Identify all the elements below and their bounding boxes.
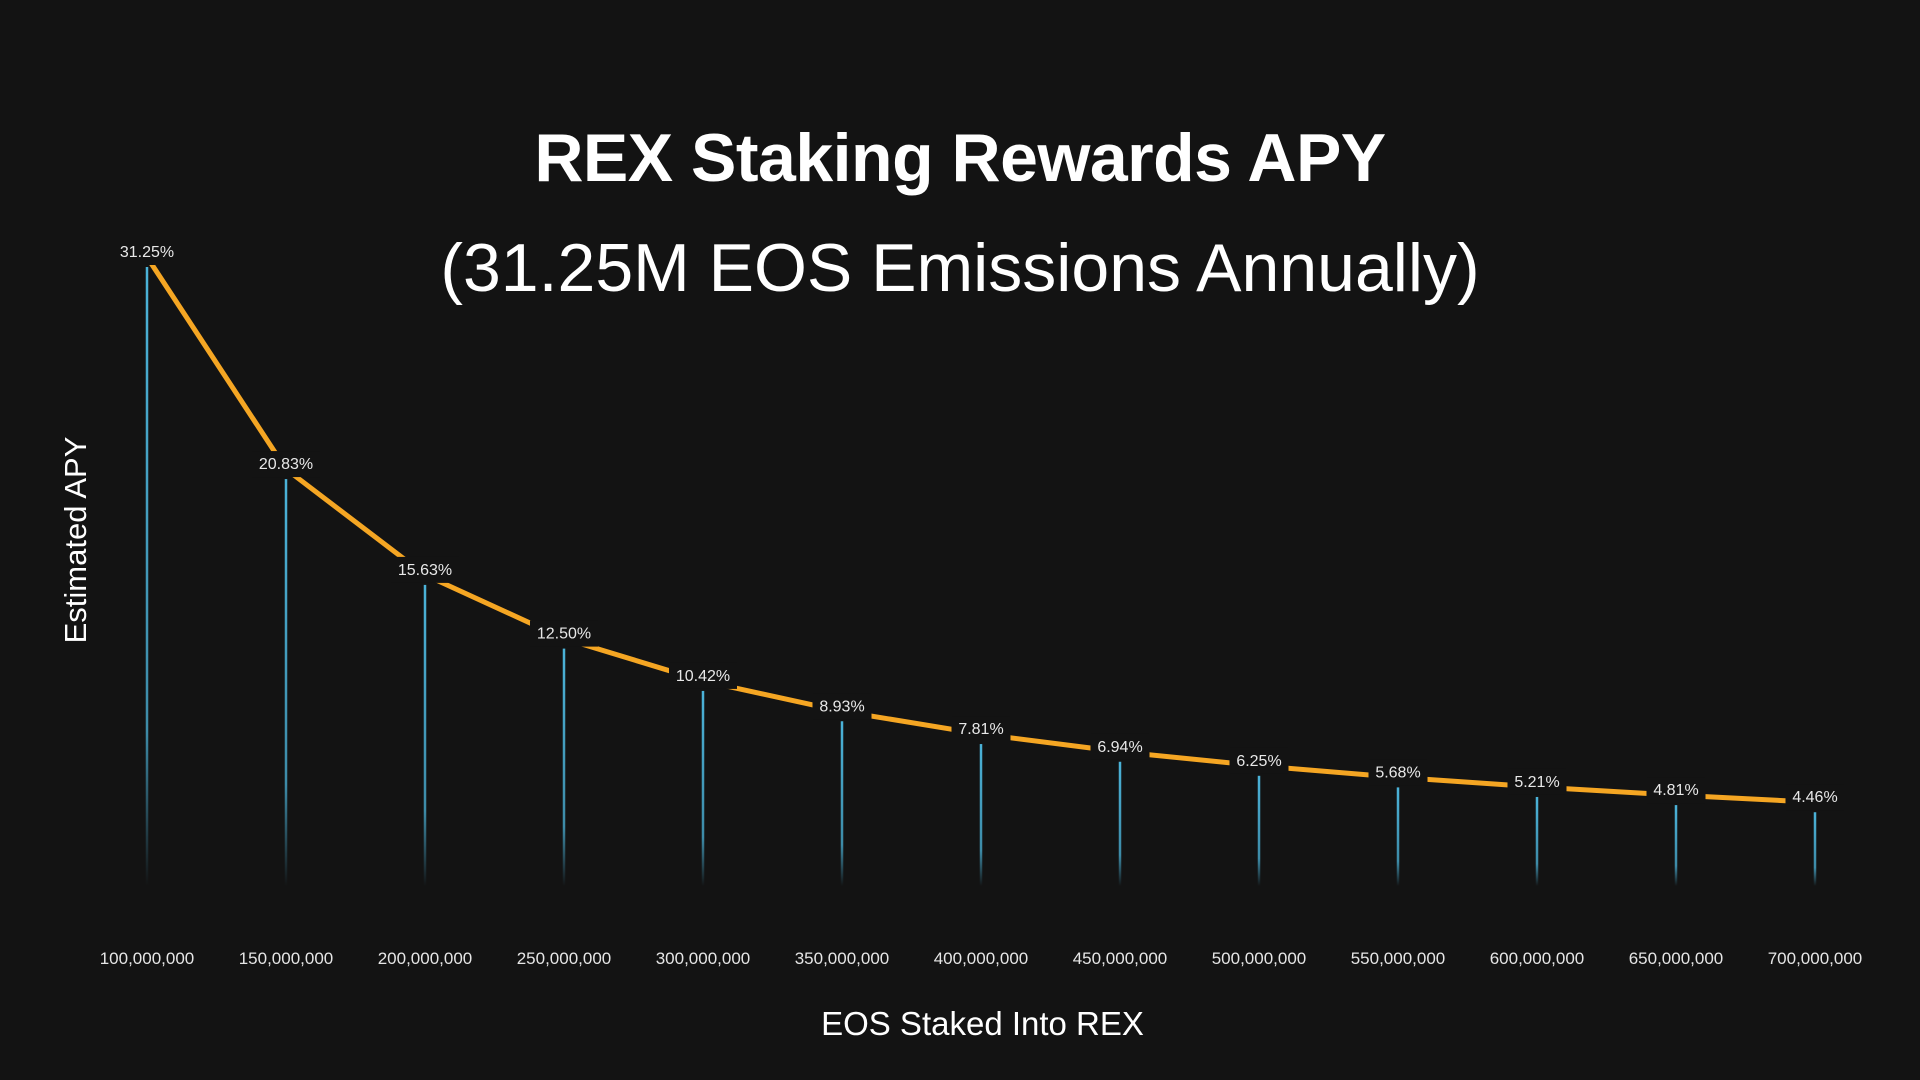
data-label-text: 5.21% bbox=[1514, 774, 1559, 791]
chart-subtitle: (31.25M EOS Emissions Annually) bbox=[440, 230, 1480, 306]
x-tick-label: 300,000,000 bbox=[656, 949, 751, 968]
data-label-text: 10.42% bbox=[676, 668, 730, 685]
x-tick-label: 700,000,000 bbox=[1768, 949, 1863, 968]
value-stem bbox=[840, 721, 844, 886]
chart-title: REX Staking Rewards APY bbox=[534, 120, 1386, 196]
data-label: 10.42% bbox=[669, 662, 737, 689]
data-label: 20.83% bbox=[252, 451, 320, 478]
value-stem bbox=[145, 267, 149, 886]
data-label-text: 15.63% bbox=[398, 562, 452, 579]
data-label-text: 20.83% bbox=[259, 456, 313, 473]
x-tick-label: 600,000,000 bbox=[1490, 949, 1585, 968]
data-label: 4.46% bbox=[1785, 784, 1845, 811]
data-label: 12.50% bbox=[530, 620, 598, 647]
x-tick-label: 400,000,000 bbox=[934, 949, 1029, 968]
value-stem bbox=[1674, 805, 1678, 886]
data-label-text: 4.81% bbox=[1653, 782, 1698, 799]
x-tick-label: 450,000,000 bbox=[1073, 949, 1168, 968]
data-label: 8.93% bbox=[812, 693, 872, 720]
value-stem bbox=[1118, 761, 1122, 886]
value-stem bbox=[701, 690, 705, 886]
data-label-text: 4.46% bbox=[1792, 789, 1837, 806]
data-label-text: 6.25% bbox=[1236, 753, 1281, 770]
data-label-text: 12.50% bbox=[537, 626, 591, 643]
data-label-text: 8.93% bbox=[819, 698, 864, 715]
data-label-text: 7.81% bbox=[958, 721, 1003, 738]
data-label: 6.94% bbox=[1090, 733, 1150, 760]
data-label: 6.25% bbox=[1229, 747, 1289, 774]
x-tick-label: 200,000,000 bbox=[378, 949, 473, 968]
value-stem bbox=[284, 479, 288, 886]
value-stem bbox=[1396, 787, 1400, 886]
x-tick-label: 500,000,000 bbox=[1212, 949, 1307, 968]
x-tick-label: 650,000,000 bbox=[1629, 949, 1724, 968]
x-tick-label: 350,000,000 bbox=[795, 949, 890, 968]
x-tick-label: 100,000,000 bbox=[100, 949, 195, 968]
value-stem bbox=[423, 584, 427, 886]
value-stem bbox=[979, 744, 983, 886]
x-tick-group: 100,000,000 150,000,000 200,000,000 250,000… bbox=[100, 949, 1863, 968]
data-label: 31.25% bbox=[113, 239, 181, 265]
x-axis-title: EOS Staked Into REX bbox=[821, 1005, 1144, 1042]
data-label-text: 6.94% bbox=[1097, 739, 1142, 756]
x-tick-label: 150,000,000 bbox=[239, 949, 334, 968]
data-label-group: 31.25% 20.83% 15.63% 12.50% 10.42% 8.93% 7.81%… bbox=[113, 239, 1845, 811]
x-tick-label: 250,000,000 bbox=[517, 949, 612, 968]
value-stem bbox=[1535, 796, 1539, 886]
data-label: 5.21% bbox=[1507, 768, 1567, 795]
stem-group bbox=[145, 267, 1817, 886]
data-label: 5.68% bbox=[1368, 759, 1428, 786]
data-label: 15.63% bbox=[391, 556, 459, 583]
value-stem bbox=[562, 648, 566, 886]
data-label: 4.81% bbox=[1646, 777, 1706, 804]
data-label-text: 31.25% bbox=[120, 244, 174, 261]
data-label: 7.81% bbox=[951, 716, 1011, 743]
x-tick-label: 550,000,000 bbox=[1351, 949, 1446, 968]
value-stem bbox=[1257, 775, 1261, 886]
value-stem bbox=[1813, 812, 1817, 886]
data-label-text: 5.68% bbox=[1375, 764, 1420, 781]
